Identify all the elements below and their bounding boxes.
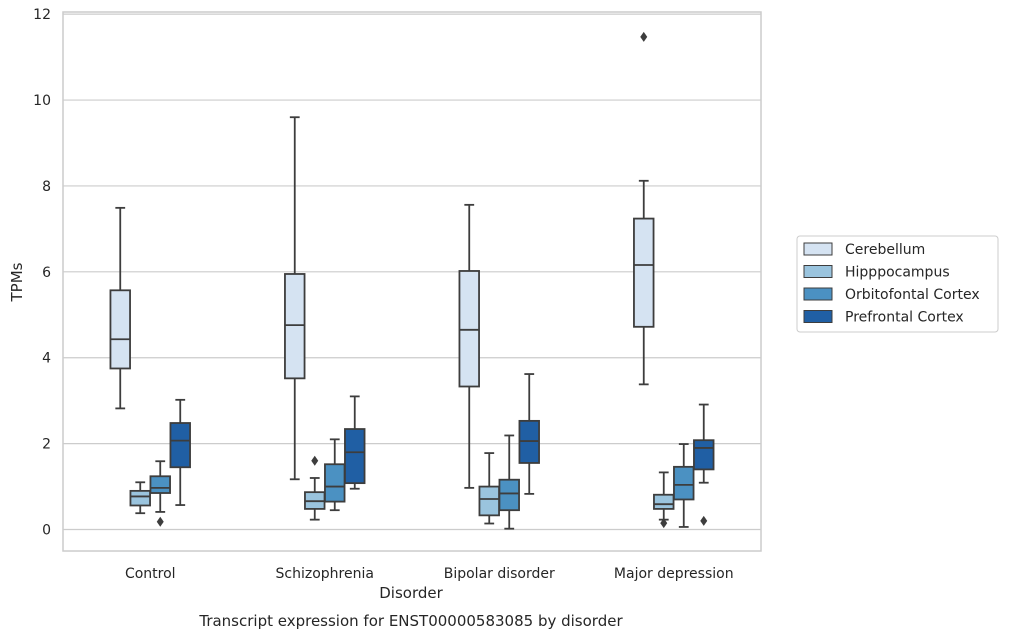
outlier-point xyxy=(660,518,668,529)
outlier-point xyxy=(700,515,708,526)
box-orbitofontal-cortex xyxy=(324,438,346,512)
box-cerebellum xyxy=(458,203,480,489)
y-tick-labels: 0 2 4 6 8 10 12 xyxy=(33,7,51,538)
box-iqr xyxy=(149,475,171,494)
x-tick-label: Schizophrenia xyxy=(276,566,374,582)
box-prefrontal-cortex xyxy=(518,373,540,495)
box-hipppocampus xyxy=(478,452,500,525)
box-cerebellum xyxy=(284,116,306,481)
y-tick-label: 6 xyxy=(42,265,51,281)
legend-label: Hipppocampus xyxy=(845,265,950,281)
legend-frame xyxy=(796,235,999,333)
x-tick-label: Bipolar disorder xyxy=(444,566,555,582)
box-hipppocampus xyxy=(304,455,326,521)
box-iqr xyxy=(458,270,480,388)
box-iqr xyxy=(129,489,151,507)
box-prefrontal-cortex xyxy=(344,395,366,490)
legend-item: Orbitofontal Cortex xyxy=(803,287,980,303)
box-iqr xyxy=(344,428,366,485)
legend-item: Hipppocampus xyxy=(803,265,950,281)
box-orbitofontal-cortex xyxy=(149,460,171,527)
box-hipppocampus xyxy=(653,471,675,529)
figure-caption: Transcript expression for ENST0000058308… xyxy=(198,612,623,630)
outlier-point xyxy=(640,31,648,42)
box-hipppocampus xyxy=(129,481,151,515)
box-prefrontal-cortex xyxy=(693,403,715,526)
x-axis-label: Disorder xyxy=(379,584,443,602)
box-iqr xyxy=(653,493,675,510)
legend-label: Orbitofontal Cortex xyxy=(845,287,980,303)
gridlines xyxy=(63,13,761,531)
y-axis-label: TPMs xyxy=(8,262,26,302)
legend-item: Cerebellum xyxy=(803,242,925,258)
box-orbitofontal-cortex xyxy=(498,434,520,530)
legend: Cerebellum Hipppocampus Orbitofontal Corte… xyxy=(796,235,999,333)
y-tick-label: 12 xyxy=(33,7,51,23)
y-tick-label: 2 xyxy=(42,437,51,453)
outlier-point xyxy=(156,516,164,527)
box-iqr xyxy=(673,465,695,501)
box-iqr xyxy=(324,463,346,503)
box-prefrontal-cortex xyxy=(169,398,191,506)
legend-swatch xyxy=(803,310,833,323)
legend-item: Prefrontal Cortex xyxy=(803,310,964,326)
legend-label: Prefrontal Cortex xyxy=(845,310,964,326)
y-tick-label: 4 xyxy=(42,351,51,367)
legend-swatch xyxy=(803,242,833,256)
box-iqr xyxy=(284,273,306,380)
box-iqr xyxy=(498,478,520,512)
y-tick-label: 8 xyxy=(42,179,51,195)
box-plot-marks xyxy=(109,31,715,530)
x-tick-labels: Control Schizophrenia Bipolar disorder Majo… xyxy=(125,566,734,582)
box-orbitofontal-cortex xyxy=(673,443,695,528)
plot-frame xyxy=(62,11,762,552)
box-cerebellum xyxy=(633,31,655,386)
x-tick-label: Major depression xyxy=(614,566,734,582)
y-tick-label: 0 xyxy=(42,523,51,539)
box-iqr xyxy=(633,217,655,328)
outlier-point xyxy=(311,455,319,466)
box-iqr xyxy=(169,422,191,469)
y-tick-label: 10 xyxy=(33,93,51,109)
legend-label: Cerebellum xyxy=(845,242,925,258)
box-iqr xyxy=(109,289,131,370)
legend-swatch xyxy=(803,287,833,301)
legend-swatch xyxy=(803,265,833,278)
box-iqr xyxy=(478,485,500,517)
x-tick-label: Control xyxy=(125,566,176,582)
box-iqr xyxy=(693,439,715,471)
box-cerebellum xyxy=(109,206,131,410)
